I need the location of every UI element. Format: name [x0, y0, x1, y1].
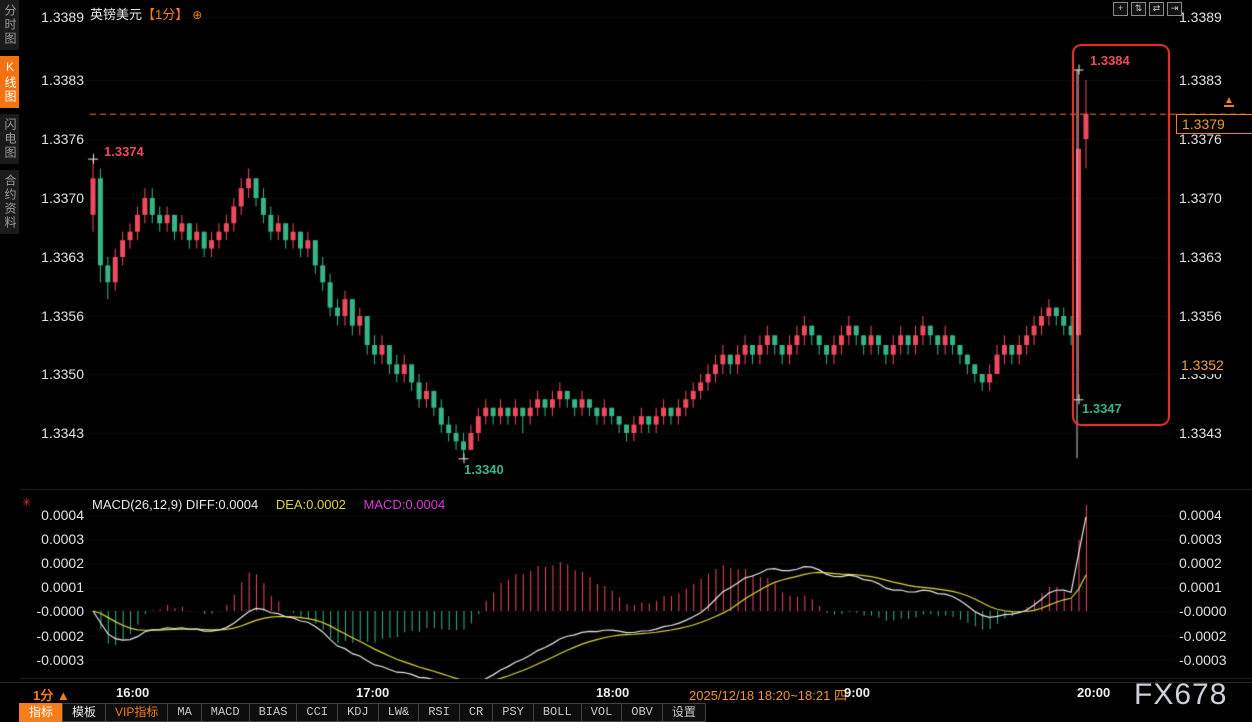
- toolbar-item-OBV[interactable]: OBV: [621, 703, 663, 722]
- macd-axis-label-left: -0.0002: [36, 628, 84, 644]
- price-axis-label-left: 1.3343: [41, 425, 84, 441]
- macd-params-diff-value: MACD(26,12,9) DIFF:0.0004: [92, 497, 259, 512]
- time-tick-20:00: 20:00: [1077, 685, 1111, 700]
- watermark: FX678: [1134, 678, 1228, 711]
- price-axis-label-left: 1.3383: [41, 72, 84, 88]
- last-close-price-tag: 1.3352: [1176, 356, 1251, 374]
- macd-axis-label-left: 0.0001: [41, 579, 84, 595]
- time-axis: 1分 ▲ 2025/12/18 18:20~18:21 四 16:00 17:00…: [0, 682, 1252, 704]
- sidebar-tab-合约资料[interactable]: 合约资料: [0, 170, 19, 234]
- price-axis-label-right: 1.3343: [1179, 425, 1222, 441]
- toolbar-item-BOLL[interactable]: BOLL: [532, 703, 582, 722]
- current-price-tag: 1.3379: [1176, 114, 1252, 134]
- chart-title: 英镑美元【1分】 ⊕: [90, 4, 202, 23]
- toolbar-item-设置[interactable]: 设置: [661, 703, 706, 722]
- price-axis-label-left: 1.3376: [41, 131, 84, 147]
- toolbar-item-RSI[interactable]: RSI: [418, 703, 460, 722]
- spike-low-label: 1.3347: [1082, 401, 1122, 416]
- time-tick-9:00: 9:00: [844, 685, 871, 700]
- macd-axis-label-right: -0.0000: [1179, 603, 1227, 619]
- candle-time-tooltip: 2025/12/18 18:20~18:21 四: [686, 685, 850, 704]
- macd-dea-value: DEA:0.0002: [275, 497, 346, 512]
- price-axis-label-left: 1.3370: [41, 190, 84, 206]
- period-selector[interactable]: 1分 ▲: [33, 688, 70, 703]
- dropdown-arrow-icon: ▲: [56, 688, 70, 703]
- chart-type-sidebar: 分时图 K线图闪电图合约资料: [0, 0, 19, 722]
- price-axis-label-left: 1.3389: [41, 9, 84, 25]
- macd-axis-label-right: 0.0004: [1179, 507, 1222, 523]
- macd-axis-label-right: 0.0001: [1179, 579, 1222, 595]
- macd-axis-label-left: 0.0003: [41, 531, 84, 547]
- toolbar-item-PSY[interactable]: PSY: [492, 703, 534, 722]
- go-to-latest-icon[interactable]: ⇥: [1167, 2, 1182, 16]
- chart-toolbar-icons: + ⇅ ⇄ ⇥: [1113, 2, 1182, 16]
- spike-high-label: 1.3384: [1090, 53, 1130, 68]
- indicator-toolbar: 指标 模板 VIP指标 MA MACD BIAS CCI KDJ LW& RSI CR PSY BOLL…: [19, 703, 706, 722]
- fit-horizontal-axis-icon[interactable]: ⇄: [1149, 2, 1164, 16]
- toolbar-item-MACD[interactable]: MACD: [200, 703, 250, 722]
- symbol-name: 英镑美元: [90, 7, 143, 22]
- price-axis-label-left: 1.3350: [41, 366, 84, 382]
- toolbar-item-BIAS[interactable]: BIAS: [248, 703, 298, 722]
- add-indicator-icon[interactable]: ⊕: [192, 8, 203, 22]
- sidebar-tab-K线图[interactable]: K线图: [0, 56, 19, 108]
- macd-axis-label-left: -0.0003: [36, 652, 84, 668]
- macd-axis-label-left: 0.0002: [41, 555, 84, 571]
- session-low-label: 1.3340: [464, 462, 504, 477]
- fit-vertical-axis-icon[interactable]: ⇅: [1131, 2, 1146, 16]
- period-tag: 【1分】: [142, 7, 189, 22]
- time-tick-16:00: 16:00: [116, 685, 150, 700]
- toolbar-item-CR[interactable]: CR: [458, 703, 494, 722]
- price-axis-label-right: 1.3376: [1179, 131, 1222, 147]
- price-axis-label-right: 1.3370: [1179, 190, 1222, 206]
- toolbar-item-CCI[interactable]: CCI: [296, 703, 339, 722]
- macd-legend: MACD(26,12,9) DIFF:0.0004 DEA:0.0002 MAC…: [92, 497, 445, 512]
- time-tick-17:00: 17:00: [356, 685, 390, 700]
- toolbar-item-LW&[interactable]: LW&: [377, 703, 420, 722]
- price-axis-label-right: 1.3356: [1179, 308, 1222, 324]
- price-axis-label-right: 1.3383: [1179, 72, 1222, 88]
- price-axis-label-left: 1.3356: [41, 308, 84, 324]
- macd-axis-label-left: 0.0004: [41, 507, 84, 523]
- macd-axis-label-right: -0.0003: [1179, 652, 1227, 668]
- sidebar-tab-分时图[interactable]: 分时图: [0, 0, 19, 50]
- macd-axis-label-right: 0.0002: [1179, 555, 1222, 571]
- toolbar-item-VOL[interactable]: VOL: [580, 703, 623, 722]
- price-axis-label-left: 1.3363: [41, 249, 84, 265]
- scroll-to-price-icon[interactable]: ▲: [1224, 96, 1234, 107]
- toolbar-item-模板[interactable]: 模板: [62, 703, 107, 722]
- toolbar-item-MA[interactable]: MA: [167, 703, 202, 722]
- macd-axis-label-right: -0.0002: [1179, 628, 1227, 644]
- macd-settings-icon[interactable]: ✳: [22, 497, 32, 509]
- toolbar-item-VIP指标[interactable]: VIP指标: [105, 703, 169, 722]
- macd-axis-label-right: 0.0003: [1179, 531, 1222, 547]
- macd-hist-value: MACD:0.0004: [363, 497, 446, 512]
- pan-icon[interactable]: +: [1113, 2, 1128, 16]
- toolbar-item-KDJ[interactable]: KDJ: [337, 703, 379, 722]
- time-tick-18:00: 18:00: [596, 685, 630, 700]
- price-axis-label-right: 1.3389: [1179, 9, 1222, 25]
- open-high-label: 1.3374: [104, 144, 144, 159]
- toolbar-item-指标[interactable]: 指标: [19, 703, 64, 722]
- price-axis-label-right: 1.3363: [1179, 249, 1222, 265]
- sidebar-tab-闪电图[interactable]: 闪电图: [0, 114, 19, 164]
- arrow-up-icon: ▲: [1224, 95, 1234, 106]
- macd-axis-label-left: -0.0000: [36, 603, 84, 619]
